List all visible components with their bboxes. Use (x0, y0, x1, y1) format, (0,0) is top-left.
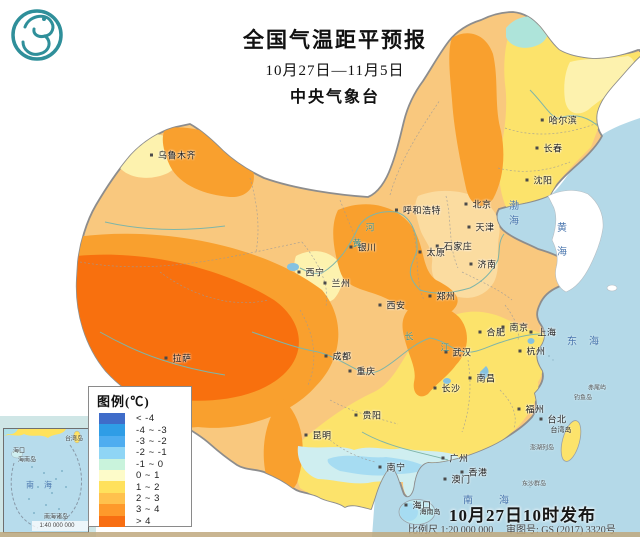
legend-range-label: 2 ~ 3 (136, 492, 160, 504)
inset-label-text: 海南岛 (17, 457, 37, 464)
legend-range-label: -2 ~ -1 (136, 447, 168, 459)
inset-hainan (11, 449, 23, 459)
inset-label-text: 南海诸岛 (43, 514, 69, 521)
legend-range-label: -1 ~ 0 (136, 458, 164, 470)
region-yunnan-orange (263, 398, 303, 493)
page-title: 全国气温距平预报 (243, 28, 427, 52)
legend-color-swatch (99, 515, 125, 527)
legend-color-swatch (99, 458, 125, 470)
legend-color-swatch (99, 435, 125, 448)
anomaly-regions (76, 16, 640, 509)
legend-row: 1 ~ 2 (89, 481, 191, 493)
legend-color-swatch (99, 424, 125, 436)
inset-label: 台湾岛 (65, 434, 83, 443)
title-block: 全国气温距平预报 10月27日—11月5日 中央气象台 (175, 27, 495, 109)
small-islands (529, 355, 593, 488)
inset-sea-name: 南海 (26, 480, 62, 490)
legend-color-swatch (99, 447, 125, 459)
region-northcentral-orange (333, 204, 458, 315)
legend-row: > 4 (89, 515, 191, 527)
legend-range-label: -3 ~ -2 (136, 435, 168, 447)
legend-range-label: -4 ~ -3 (136, 424, 168, 436)
issue-time: 10月27日10时发布 (449, 506, 596, 525)
legend-row: -2 ~ -1 (89, 447, 191, 459)
legend-row: -3 ~ -2 (89, 435, 191, 448)
region-northeast-pale (564, 56, 635, 114)
legend-range-label: 0 ~ 1 (136, 470, 160, 482)
rivers (99, 89, 601, 461)
map-approval-number: 审图号: GS (2017) 3320号 (506, 525, 616, 536)
hainan-island (398, 499, 436, 525)
south-china-sea-inset: 南海 台湾岛 海口 海南岛 南海诸岛 1:40 000 000 (3, 428, 89, 533)
lakes (287, 263, 535, 384)
legend-row: < -4 (89, 413, 191, 425)
legend-row: -1 ~ 0 (89, 458, 191, 470)
inset-label: 1:40 000 000 (39, 523, 74, 529)
inset-label-text: 海口 (12, 448, 26, 455)
legend-color-swatch (99, 492, 125, 505)
cma-logo-icon (11, 9, 63, 61)
legend-color-swatch (99, 481, 125, 493)
legend-range-label: 1 ~ 2 (136, 481, 160, 493)
legend-color-swatch (99, 469, 125, 482)
inset-label: 南海诸岛 (44, 512, 68, 521)
inset-taiwan (73, 430, 81, 444)
legend-row: -4 ~ -3 (89, 424, 191, 436)
inset-map-art (4, 429, 88, 532)
inset-coast-cyan (4, 429, 18, 436)
korea-landmass (547, 190, 604, 293)
taiwan-island (560, 420, 582, 462)
legend-range-label: < -4 (136, 413, 155, 425)
region-ncp (415, 190, 500, 298)
agency-name: 中央气象台 (289, 89, 380, 106)
inset-islands (28, 466, 67, 514)
legend-row: 3 ~ 4 (89, 504, 191, 516)
legend-row: 2 ~ 3 (89, 492, 191, 505)
legend-color-swatch (99, 413, 125, 425)
region-tibet-deep-orange (76, 254, 299, 401)
inset-label: 海南岛 (18, 455, 36, 464)
region-northeast-tip-cyan (506, 16, 548, 48)
inset-coast-land (4, 429, 66, 438)
region-hubei-orange (402, 304, 467, 397)
forecast-date-range: 10月27日—11月5日 (265, 63, 405, 79)
inset-boundary-dashes (10, 444, 83, 529)
region-northeast-west-orange (449, 33, 504, 206)
inset-label: 海口 (13, 446, 25, 455)
bottom-edge-strip (0, 532, 640, 537)
legend-row: 0 ~ 1 (89, 469, 191, 482)
inset-label-text: 台湾岛 (64, 436, 84, 443)
legend-range-label: > 4 (136, 515, 151, 527)
legend-range-label: 3 ~ 4 (136, 504, 160, 516)
jeju-island (606, 284, 618, 292)
inset-scale-backing (32, 521, 88, 531)
legend-panel: 图例(℃) < -4 -4 ~ -3 -3 ~ -2 -2 ~ -1 -1 ~ … (88, 386, 192, 527)
inset-label-text: 1:40 000 000 (39, 523, 75, 529)
region-southcoast-cyan (327, 455, 426, 476)
map-scale-text: 比例尺 1:20 000 000 (408, 525, 494, 536)
legend-color-swatch (99, 504, 125, 516)
legend-title: 图例(℃) (97, 394, 150, 409)
